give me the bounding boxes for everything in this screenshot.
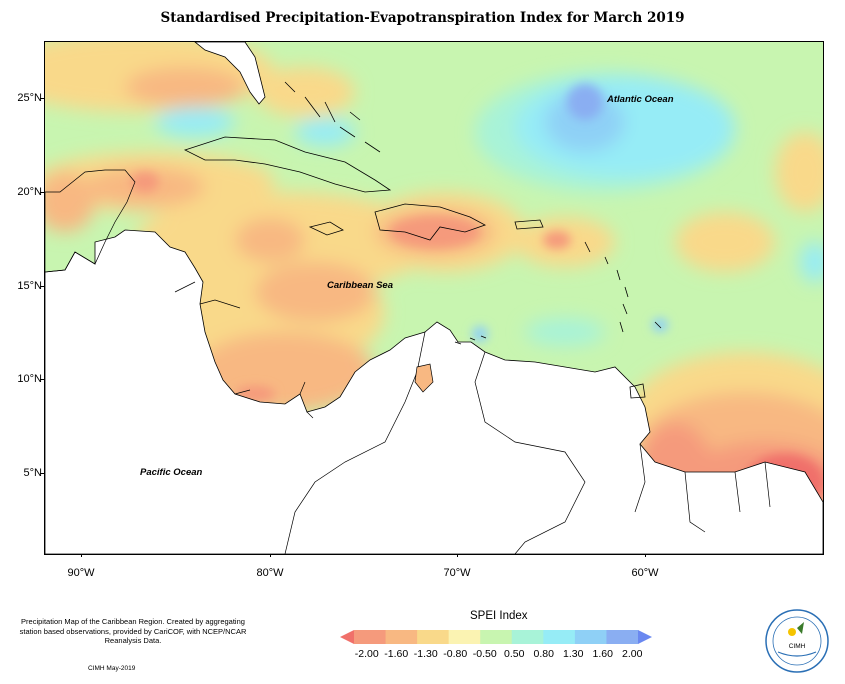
very-dry-zone	[131, 172, 159, 192]
wet-zone	[155, 107, 235, 137]
country-borders	[174, 281, 771, 554]
legend-value: -0.50	[472, 648, 497, 660]
jamaica	[308, 221, 344, 236]
legend-swatch	[543, 630, 576, 644]
lon-tick	[270, 553, 271, 557]
legend-swatch	[354, 630, 387, 644]
atlantic-ocean-label: Atlantic Ocean	[607, 94, 674, 105]
lon-label-80w: 80°W	[256, 567, 284, 579]
florida	[194, 42, 266, 105]
very-wet-zone	[652, 318, 668, 332]
map-description: Precipitation Map of the Caribbean Regio…	[19, 617, 247, 645]
lat-tick	[40, 379, 44, 380]
hispaniola	[374, 203, 486, 241]
legend-swatch	[511, 630, 544, 644]
spei-map[interactable]: Atlantic Ocean Caribbean Sea Pacific Oce…	[44, 41, 824, 555]
map-credit: CIMH May-2019	[88, 665, 136, 672]
dry-zone	[45, 172, 95, 232]
legend-value: -0.80	[443, 648, 468, 660]
lat-tick	[40, 192, 44, 193]
legend-value: 0.80	[533, 648, 554, 660]
wet-zone	[800, 242, 823, 282]
legend-swatch	[340, 630, 354, 644]
wet-zone	[295, 118, 355, 146]
wet-zone	[525, 318, 605, 346]
legend-swatch	[417, 630, 450, 644]
logo-text: CIMH	[789, 643, 806, 650]
legend-value: 1.30	[563, 648, 584, 660]
map-canvas	[45, 42, 823, 554]
trinidad	[629, 383, 646, 399]
lat-label-15n: 15°N	[17, 280, 42, 292]
palm-icon	[797, 622, 804, 634]
bahamas	[284, 81, 381, 153]
dry-zone	[125, 67, 245, 107]
lake-maracaibo	[414, 363, 434, 393]
wave-icon	[777, 651, 817, 657]
legend-swatch	[480, 630, 513, 644]
legend-swatch	[606, 630, 639, 644]
logo-inner-ring	[772, 616, 822, 666]
lon-label-90w: 90°W	[67, 567, 95, 579]
pacific-ocean-label: Pacific Ocean	[140, 467, 203, 478]
legend-swatch	[448, 630, 481, 644]
map-title: Standardised Precipitation-Evapotranspir…	[160, 10, 685, 26]
dry-zone	[255, 67, 355, 117]
legend-swatch	[638, 630, 652, 644]
legend-value: 1.60	[592, 648, 613, 660]
caribbean-sea-label: Caribbean Sea	[327, 280, 393, 291]
cimh-logo: CIMH	[765, 609, 829, 673]
abc-islands	[454, 335, 487, 345]
legend-values: -2.00 -1.60 -1.30 -0.80 -0.50 0.50 0.80 1.30 1.6…	[352, 648, 647, 660]
lon-tick	[457, 553, 458, 557]
very-dry-zone	[390, 216, 480, 248]
lon-label-70w: 70°W	[443, 567, 471, 579]
legend-swatch	[385, 630, 418, 644]
legend-value: 0.50	[504, 648, 525, 660]
legend-title: SPEI Index	[470, 610, 528, 622]
lat-label-10n: 10°N	[17, 373, 42, 385]
lat-tick	[40, 98, 44, 99]
dry-zone	[775, 132, 823, 212]
legend-value: -1.30	[413, 648, 438, 660]
lat-label-20n: 20°N	[17, 186, 42, 198]
lon-label-60w: 60°W	[631, 567, 659, 579]
very-wet-zone	[472, 326, 488, 342]
yucatan-outline	[45, 169, 136, 273]
legend-value: 2.00	[622, 648, 643, 660]
land-mass	[45, 229, 823, 554]
puerto-rico	[514, 219, 544, 230]
dry-zone	[255, 262, 375, 322]
very-wet-zone	[567, 84, 603, 120]
lat-tick	[40, 473, 44, 474]
very-dry-zone	[543, 231, 571, 249]
lat-label-25n: 25°N	[17, 92, 42, 104]
lat-tick	[40, 286, 44, 287]
lon-tick	[81, 553, 82, 557]
wet-zone	[545, 92, 625, 152]
sun-icon	[788, 628, 796, 636]
lon-tick	[645, 553, 646, 557]
dry-zone	[675, 212, 775, 272]
cuba	[183, 136, 392, 193]
lesser-antilles	[584, 241, 662, 333]
legend-value: -2.00	[354, 648, 379, 660]
legend-colorbar	[340, 630, 652, 644]
dry-zone	[235, 218, 305, 262]
legend-swatch	[574, 630, 607, 644]
legend-value: -1.60	[384, 648, 409, 660]
lat-label-5n: 5°N	[23, 467, 42, 479]
